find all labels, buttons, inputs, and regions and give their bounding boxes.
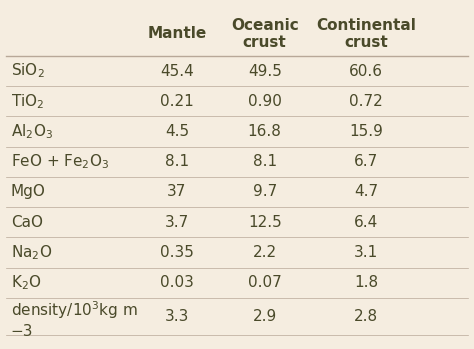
Text: 6.7: 6.7 bbox=[354, 154, 378, 169]
Text: Continental
crust: Continental crust bbox=[316, 17, 416, 50]
Text: K$_2$O: K$_2$O bbox=[11, 273, 41, 292]
Text: FeO + Fe$_2$O$_3$: FeO + Fe$_2$O$_3$ bbox=[11, 153, 109, 171]
Text: MgO: MgO bbox=[11, 185, 46, 199]
Text: 0.07: 0.07 bbox=[248, 275, 282, 290]
Text: 4.5: 4.5 bbox=[165, 124, 189, 139]
Text: 15.9: 15.9 bbox=[349, 124, 383, 139]
Text: 0.21: 0.21 bbox=[160, 94, 194, 109]
Text: 0.03: 0.03 bbox=[160, 275, 194, 290]
Text: 12.5: 12.5 bbox=[248, 215, 282, 230]
Text: 2.8: 2.8 bbox=[354, 309, 378, 324]
Text: Al$_2$O$_3$: Al$_2$O$_3$ bbox=[11, 122, 53, 141]
Text: TiO$_2$: TiO$_2$ bbox=[11, 92, 44, 111]
Text: SiO$_2$: SiO$_2$ bbox=[11, 62, 45, 80]
Text: 60.6: 60.6 bbox=[349, 64, 383, 79]
Text: 49.5: 49.5 bbox=[248, 64, 282, 79]
Text: 2.2: 2.2 bbox=[253, 245, 277, 260]
Text: 1.8: 1.8 bbox=[354, 275, 378, 290]
Text: 6.4: 6.4 bbox=[354, 215, 378, 230]
Text: 0.72: 0.72 bbox=[349, 94, 383, 109]
FancyBboxPatch shape bbox=[6, 12, 468, 335]
Text: 4.7: 4.7 bbox=[354, 185, 378, 199]
Text: 0.90: 0.90 bbox=[248, 94, 282, 109]
Text: 0.35: 0.35 bbox=[160, 245, 194, 260]
Text: Na$_2$O: Na$_2$O bbox=[11, 243, 52, 262]
Text: 37: 37 bbox=[167, 185, 187, 199]
Text: 2.9: 2.9 bbox=[253, 309, 277, 324]
Text: 16.8: 16.8 bbox=[248, 124, 282, 139]
Text: density/10$^3$kg m
−3: density/10$^3$kg m −3 bbox=[11, 299, 137, 339]
Text: 3.7: 3.7 bbox=[165, 215, 189, 230]
Text: 3.1: 3.1 bbox=[354, 245, 378, 260]
Text: 8.1: 8.1 bbox=[165, 154, 189, 169]
Text: 9.7: 9.7 bbox=[253, 185, 277, 199]
Text: 3.3: 3.3 bbox=[165, 309, 189, 324]
Text: 45.4: 45.4 bbox=[160, 64, 194, 79]
Text: CaO: CaO bbox=[11, 215, 43, 230]
Text: Oceanic
crust: Oceanic crust bbox=[231, 17, 299, 50]
Text: Mantle: Mantle bbox=[147, 26, 207, 41]
Text: 8.1: 8.1 bbox=[253, 154, 277, 169]
